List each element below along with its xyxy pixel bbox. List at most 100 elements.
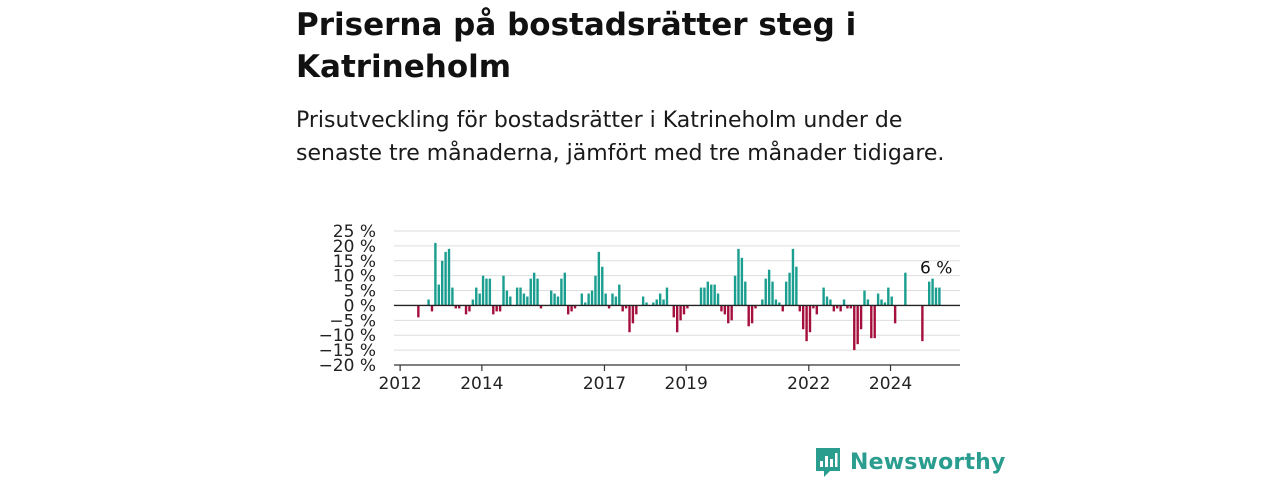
bar bbox=[641, 296, 645, 306]
chart-subtitle: Prisutveckling för bostadsrätter i Katri… bbox=[296, 108, 945, 166]
x-tick-label: 2017 bbox=[583, 374, 626, 394]
bar bbox=[628, 305, 631, 333]
bar bbox=[468, 305, 471, 312]
bar bbox=[556, 296, 560, 306]
y-tick-label: −10 % bbox=[319, 326, 376, 346]
bar bbox=[464, 305, 468, 315]
bar bbox=[580, 293, 584, 306]
x-tick-label: 2014 bbox=[460, 374, 503, 394]
bar bbox=[485, 278, 488, 306]
bar bbox=[440, 260, 444, 306]
bar bbox=[771, 281, 774, 306]
bar bbox=[526, 296, 529, 306]
bar bbox=[519, 287, 522, 306]
bar bbox=[417, 305, 420, 318]
bar bbox=[532, 272, 536, 306]
bar bbox=[451, 287, 454, 306]
bar bbox=[931, 278, 934, 306]
x-tick-label: 2024 bbox=[869, 374, 912, 394]
bar bbox=[934, 287, 938, 306]
bar bbox=[822, 287, 825, 306]
bar bbox=[570, 305, 573, 312]
bar bbox=[791, 248, 795, 306]
bar bbox=[713, 284, 716, 306]
newsworthy-logo-icon bbox=[816, 448, 840, 477]
y-tick-label: −15 % bbox=[319, 341, 376, 361]
bar bbox=[788, 272, 791, 306]
y-tick-label: 20 % bbox=[333, 237, 376, 257]
bar bbox=[723, 305, 727, 315]
bar bbox=[733, 275, 737, 306]
y-tick-label: 0 % bbox=[344, 296, 376, 316]
bar bbox=[750, 305, 754, 324]
bar bbox=[747, 305, 750, 327]
bar bbox=[454, 305, 458, 309]
bar bbox=[458, 305, 461, 309]
bar bbox=[475, 287, 478, 306]
y-tick-label: 5 % bbox=[344, 282, 376, 302]
bar bbox=[781, 305, 784, 312]
bar bbox=[699, 287, 703, 306]
bar bbox=[567, 305, 570, 315]
bar bbox=[744, 281, 747, 306]
bar bbox=[621, 305, 624, 312]
y-tick-label: −20 % bbox=[319, 356, 376, 376]
bar bbox=[904, 272, 907, 306]
bar bbox=[720, 305, 723, 312]
bar bbox=[587, 293, 590, 306]
bar bbox=[876, 293, 880, 306]
bar bbox=[727, 305, 730, 324]
bar bbox=[805, 305, 808, 342]
bar bbox=[611, 293, 614, 306]
bar bbox=[778, 302, 781, 306]
bar bbox=[887, 287, 890, 306]
bar bbox=[430, 305, 434, 312]
bar bbox=[863, 290, 866, 306]
bar bbox=[880, 299, 883, 306]
bar bbox=[560, 278, 563, 306]
y-tick-label: 15 % bbox=[333, 252, 376, 272]
bar bbox=[798, 305, 801, 312]
bar bbox=[682, 305, 686, 315]
bar bbox=[808, 305, 812, 333]
bar bbox=[921, 305, 924, 342]
bar bbox=[890, 296, 893, 306]
bar bbox=[761, 299, 764, 306]
bar bbox=[618, 284, 621, 306]
bar bbox=[846, 305, 849, 309]
bar bbox=[515, 287, 519, 306]
bar bbox=[774, 299, 778, 306]
bar bbox=[866, 299, 870, 306]
bar bbox=[839, 305, 842, 312]
last-value-annotation: 6 % bbox=[920, 259, 952, 279]
bar bbox=[631, 305, 635, 324]
bar bbox=[498, 305, 502, 312]
bar bbox=[597, 251, 601, 306]
bar bbox=[665, 287, 669, 306]
bar bbox=[679, 305, 682, 321]
bar bbox=[927, 281, 931, 306]
bar bbox=[686, 305, 689, 309]
x-tick-label: 2019 bbox=[665, 374, 708, 394]
bar bbox=[553, 293, 556, 306]
x-tick-label: 2022 bbox=[787, 374, 830, 394]
x-tick-label: 2012 bbox=[378, 374, 421, 394]
bar bbox=[539, 305, 543, 309]
bar bbox=[658, 293, 662, 306]
bar bbox=[573, 305, 577, 309]
bar bbox=[870, 305, 873, 339]
y-tick-label: −5 % bbox=[329, 311, 376, 331]
y-tick-label: 25 % bbox=[333, 222, 376, 242]
bar bbox=[737, 248, 740, 306]
bar bbox=[801, 305, 805, 330]
bar bbox=[590, 290, 594, 306]
bar bbox=[614, 296, 618, 306]
bar bbox=[893, 305, 897, 324]
bar bbox=[859, 305, 863, 330]
bar bbox=[829, 299, 832, 306]
bar bbox=[883, 302, 887, 306]
bar bbox=[832, 305, 836, 312]
bar bbox=[710, 284, 713, 306]
bar bbox=[662, 299, 665, 306]
bar bbox=[754, 305, 757, 309]
